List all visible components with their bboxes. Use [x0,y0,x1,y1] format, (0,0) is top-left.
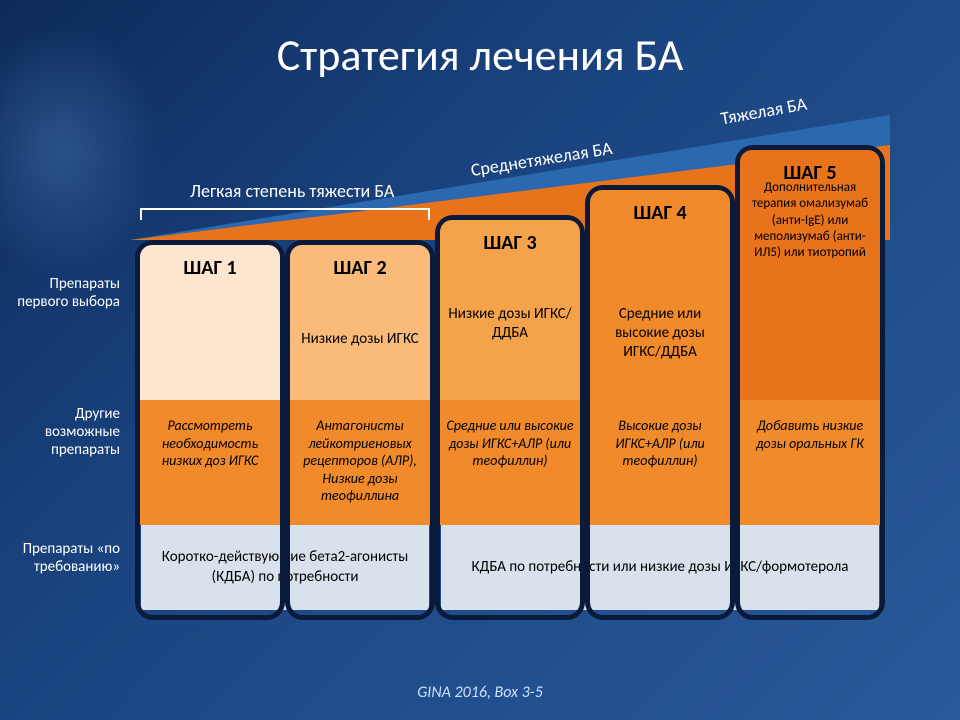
slide-title: Стратегия лечения БА [0,28,960,82]
step-other-choice: Средние или высокие дозы ИГКС+АЛР (или т… [440,417,580,470]
step-first-choice: Средние или высокие дозы ИГКС/ДДБА [590,305,730,361]
row-label-first: Препараты первого выбора [10,275,120,311]
row-label-reliever: Препараты «по требованию» [10,540,120,576]
step-head: ШАГ 2 [290,248,430,280]
severity-mild-label: Легкая степень тяжести БА [190,180,394,202]
step-other-choice: Рассмотреть необходимость низких доз ИГК… [140,417,280,470]
step-other-choice: Антагонисты лейкотриеновых рецепторов (А… [290,417,430,505]
step-first-choice: Низкие дозы ИГКС/ДДБА [440,305,580,343]
step-head: ШАГ 4 [590,193,730,225]
slide-root: Стратегия лечения БА Легкая степень тяже… [0,0,960,720]
brace-mild [140,208,430,220]
step-other-choice: Высокие дозы ИГКС+АЛР (или теофиллин) [590,417,730,470]
footer-citation: GINA 2016, Box 3-5 [0,683,960,702]
step-head: ШАГ 1 [140,248,280,280]
step-head: ШАГ 3 [440,223,580,255]
step-column-3: ШАГ 3 Низкие дозы ИГКС/ДДБА Средние или вы… [435,215,585,620]
step-column-2: ШАГ 2 Низкие дозы ИГКС Антагонисты лейкотр… [285,240,435,620]
row-label-other: Другие возможные препараты [10,405,120,459]
step-first-choice: Дополнительная терапия омализумаб (анти-… [740,180,880,261]
step-other-choice: Добавить низкие дозы оральных ГК [740,417,880,452]
step-column-1: ШАГ 1 Рассмотреть необходимость низких до… [135,240,285,620]
step-column-4: ШАГ 4 Средние или высокие дозы ИГКС/ДДБА В… [585,185,735,620]
step-column-5: ШАГ 5Дополнительная терапия омализумаб (… [735,145,885,620]
step-first-choice: Низкие дозы ИГКС [290,330,430,349]
